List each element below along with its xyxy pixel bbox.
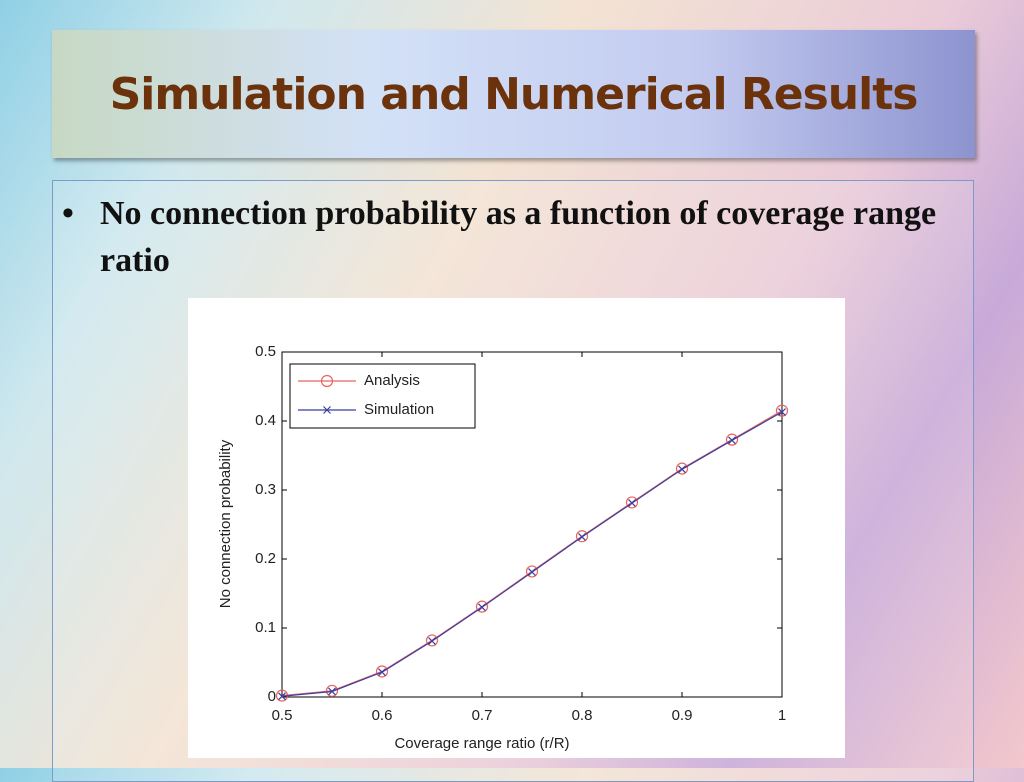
marker bbox=[478, 603, 486, 612]
marker bbox=[725, 433, 739, 446]
marker bbox=[675, 462, 689, 475]
bullet: No connection probability as a function … bbox=[60, 190, 1000, 284]
x-tick-label: 0.5 bbox=[272, 707, 293, 724]
marker bbox=[525, 565, 539, 578]
x-tick-label: 0.7 bbox=[472, 707, 493, 724]
x-axis-label: Coverage range ratio (r/R) bbox=[394, 735, 569, 752]
marker bbox=[375, 665, 389, 678]
legend-box bbox=[289, 363, 476, 429]
y-tick-label: 0.2 bbox=[255, 550, 276, 567]
y-tick-label: 0.5 bbox=[255, 343, 276, 360]
x-tick-label: 0.8 bbox=[572, 707, 593, 724]
marker bbox=[325, 684, 339, 697]
x-tick-label: 1 bbox=[778, 707, 786, 724]
legend-label: Analysis bbox=[364, 372, 420, 389]
marker bbox=[425, 634, 439, 647]
y-tick-label: 0.3 bbox=[255, 481, 276, 498]
marker bbox=[775, 404, 789, 417]
marker bbox=[378, 668, 386, 677]
chart: Coverage range ratio (r/R) No connection… bbox=[188, 298, 845, 758]
plot-frame bbox=[281, 351, 783, 698]
marker bbox=[475, 600, 489, 613]
y-tick-label: 0 bbox=[268, 688, 276, 705]
marker bbox=[578, 532, 586, 541]
y-tick-label: 0.4 bbox=[255, 412, 276, 429]
marker bbox=[628, 499, 636, 508]
chart-background bbox=[188, 298, 845, 758]
marker bbox=[728, 436, 736, 445]
marker bbox=[625, 496, 639, 509]
x-tick-label: 0.9 bbox=[672, 707, 693, 724]
x-tick-label: 0.6 bbox=[372, 707, 393, 724]
marker bbox=[575, 530, 589, 543]
marker bbox=[328, 687, 336, 696]
slide-title: Simulation and Numerical Results bbox=[109, 68, 919, 120]
legend-label: Simulation bbox=[364, 401, 434, 418]
marker bbox=[428, 637, 436, 646]
marker bbox=[678, 465, 686, 474]
legend-marker bbox=[320, 374, 334, 388]
marker bbox=[528, 568, 536, 577]
marker bbox=[278, 692, 286, 701]
legend-marker bbox=[323, 406, 331, 414]
y-axis-label: No connection probability bbox=[217, 439, 234, 608]
y-tick-label: 0.1 bbox=[255, 619, 276, 636]
title-bar: Simulation and Numerical Results bbox=[52, 30, 975, 158]
marker bbox=[778, 408, 786, 416]
